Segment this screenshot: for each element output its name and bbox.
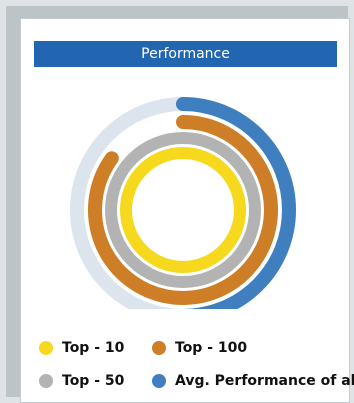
legend-label-top-50: Top - 50 bbox=[62, 373, 125, 389]
legend-swatch-top-10 bbox=[39, 341, 53, 355]
performance-card: Performance Top - 10 Top - 100 Top - 50 … bbox=[20, 18, 354, 403]
legend-swatch-top-100 bbox=[152, 341, 166, 355]
ring-bar-top-50 bbox=[105, 132, 261, 288]
ring-bar-top-100 bbox=[88, 115, 278, 305]
legend-swatch-avg-performance bbox=[152, 374, 166, 388]
legend-item-top-10: Top - 10 bbox=[39, 337, 124, 359]
legend-label-top-100: Top - 100 bbox=[175, 340, 248, 356]
legend-label-avg-performance: Avg. Performance of all bbox=[175, 373, 354, 389]
legend-label-top-10: Top - 10 bbox=[62, 340, 125, 356]
ring-bar-top-10 bbox=[120, 147, 246, 273]
chart-title: Performance bbox=[34, 41, 337, 67]
ring-bar-avg-performance-of-all bbox=[176, 97, 296, 309]
legend-item-top-100: Top - 100 bbox=[152, 337, 247, 359]
legend-item-top-50: Top - 50 bbox=[39, 370, 124, 392]
legend-swatch-top-50 bbox=[39, 374, 53, 388]
legend-item-avg-performance: Avg. Performance of all bbox=[152, 370, 354, 392]
radial-bar-chart bbox=[70, 97, 296, 309]
